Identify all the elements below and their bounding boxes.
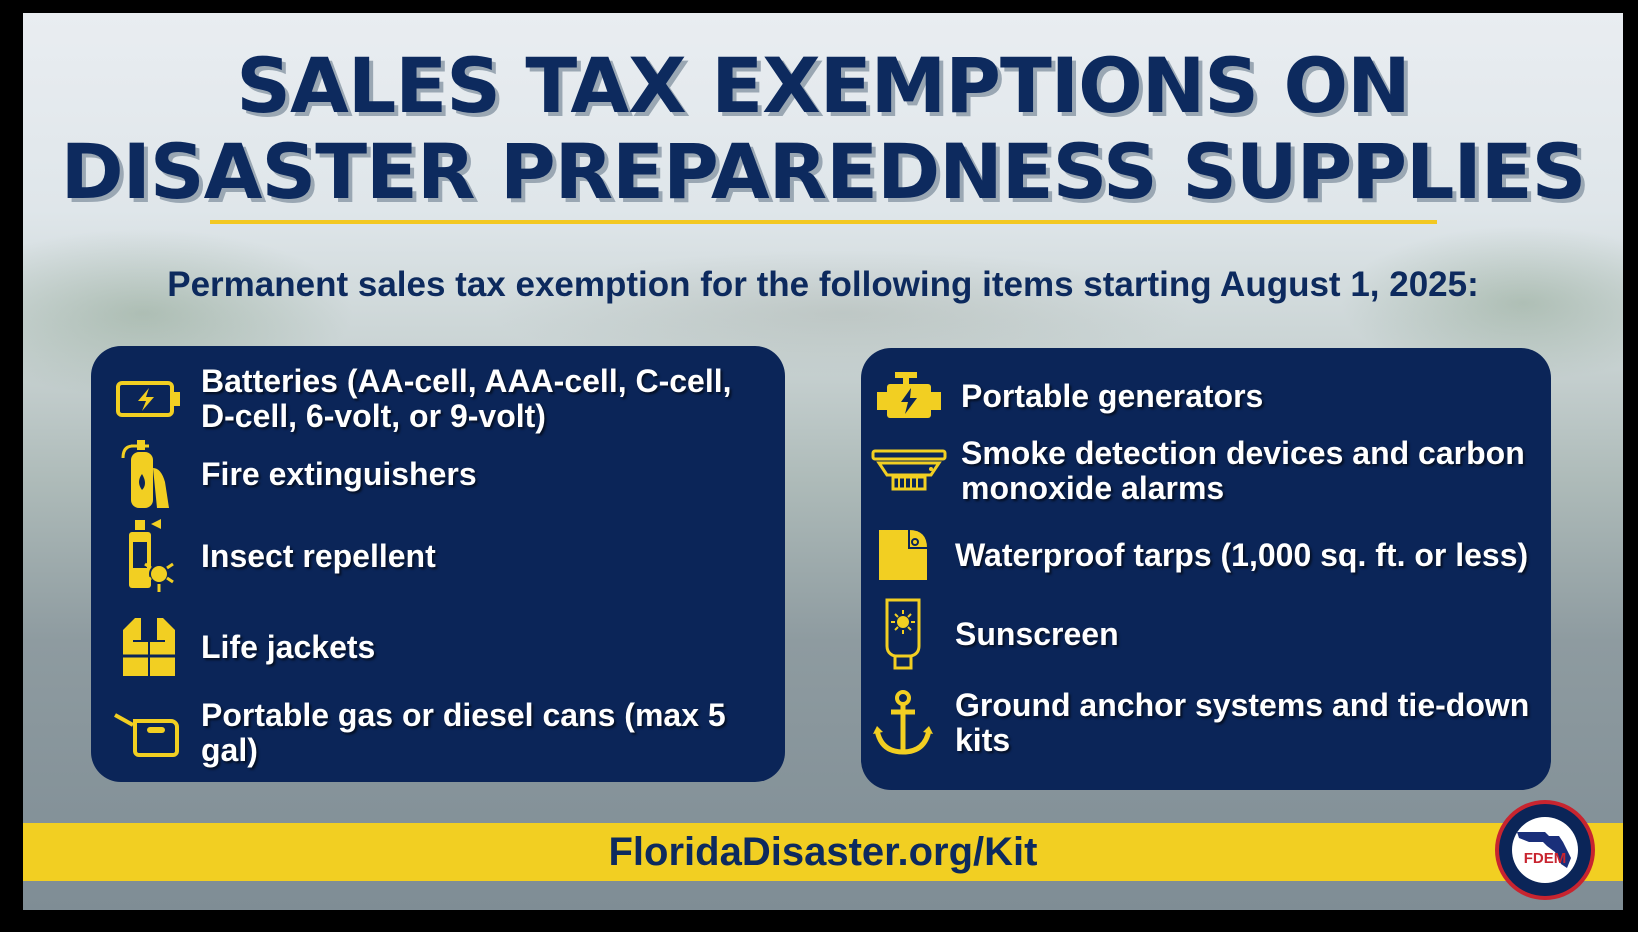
list-item: Smoke detection devices and carbon monox…	[869, 436, 1539, 506]
life-jacket-icon	[109, 616, 189, 678]
fdem-logo-text: FDEM	[1523, 850, 1567, 867]
list-item: Portable gas or diesel cans (max 5 gal)	[109, 698, 769, 768]
tarp-icon	[863, 528, 943, 582]
item-label: Life jackets	[201, 628, 376, 665]
list-item: Insect repellent	[109, 518, 769, 594]
page-title: SALES TAX EXEMPTIONS ON DISASTER PREPARE…	[60, 41, 1587, 216]
list-item: Waterproof tarps (1,000 sq. ft. or less)	[863, 528, 1543, 582]
battery-icon	[109, 379, 189, 419]
footer-band	[23, 823, 1623, 881]
item-label: Waterproof tarps (1,000 sq. ft. or less)	[955, 536, 1529, 573]
list-item: Sunscreen	[863, 598, 1543, 670]
item-label: Ground anchor systems and tie-down kits	[955, 687, 1530, 758]
list-item: Fire extinguishers	[109, 438, 769, 510]
insect-repellent-icon	[109, 518, 189, 594]
item-label: Fire extinguishers	[201, 455, 477, 492]
anchor-icon	[863, 690, 943, 756]
item-label: Sunscreen	[955, 615, 1119, 652]
right-items-panel: Portable generators Smoke detection devi…	[861, 348, 1551, 790]
sunscreen-icon	[863, 598, 943, 670]
subtitle: Permanent sales tax exemption for the fo…	[167, 265, 1479, 304]
list-item: Portable generators	[869, 370, 1539, 422]
generator-engine-icon	[869, 370, 949, 422]
list-item: Life jackets	[109, 616, 769, 678]
fire-extinguisher-icon	[109, 438, 189, 510]
list-item: Ground anchor systems and tie-down kits	[863, 688, 1543, 758]
item-label: Batteries (AA-cell, AAA-cell, C-cell, D-…	[201, 363, 732, 434]
item-label: Portable gas or diesel cans (max 5 gal)	[201, 697, 726, 768]
fdem-logo: FDEM	[1493, 798, 1597, 902]
left-items-panel: Batteries (AA-cell, AAA-cell, C-cell, D-…	[91, 346, 785, 782]
item-label: Smoke detection devices and carbon monox…	[961, 435, 1525, 506]
list-item: Batteries (AA-cell, AAA-cell, C-cell, D-…	[109, 364, 769, 434]
title-divider	[210, 220, 1437, 224]
smoke-detector-icon	[869, 449, 949, 493]
item-label: Insect repellent	[201, 537, 436, 574]
gas-can-icon	[109, 709, 189, 757]
item-label: Portable generators	[961, 377, 1264, 414]
infographic: SALES TAX EXEMPTIONS ON DISASTER PREPARE…	[23, 13, 1623, 910]
footer-url[interactable]: FloridaDisaster.org/Kit	[608, 830, 1038, 874]
